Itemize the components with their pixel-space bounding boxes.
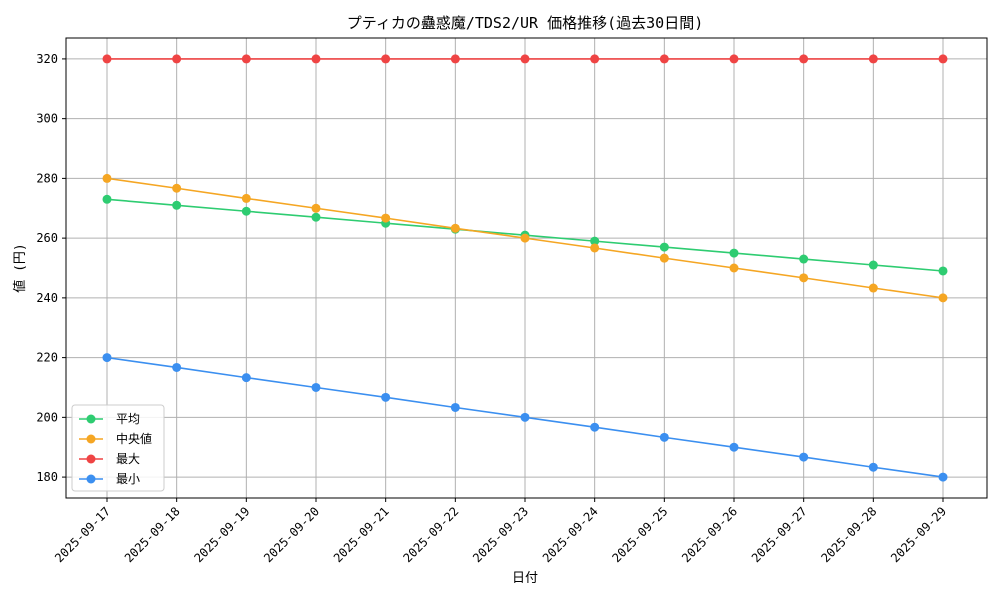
data-point	[938, 266, 948, 276]
data-point	[938, 472, 948, 482]
data-point	[241, 54, 251, 64]
data-point	[450, 402, 460, 412]
data-point	[381, 54, 391, 64]
legend-label: 平均	[116, 412, 140, 426]
data-point	[381, 213, 391, 223]
data-point	[868, 462, 878, 472]
data-point	[102, 173, 112, 183]
series-1	[102, 173, 948, 303]
data-point	[311, 212, 321, 222]
data-point	[172, 200, 182, 210]
plot-frame	[65, 37, 988, 499]
data-point	[729, 248, 739, 258]
x-tick-label: 2025-09-26	[679, 504, 740, 565]
y-tick-label: 220	[36, 351, 58, 365]
x-tick-label: 2025-09-24	[540, 504, 601, 565]
y-tick-label: 300	[36, 112, 58, 126]
y-axis-label: 値 (円)	[12, 243, 28, 292]
x-tick-label: 2025-09-27	[749, 504, 810, 565]
data-point	[938, 54, 948, 64]
data-point	[868, 54, 878, 64]
x-tick-label: 2025-09-21	[331, 504, 392, 565]
x-tick-label: 2025-09-28	[818, 504, 879, 565]
series-2	[102, 54, 948, 64]
x-tick-label: 2025-09-29	[888, 504, 949, 565]
x-tick-label: 2025-09-19	[191, 504, 252, 565]
x-axis-label: 日付	[512, 571, 538, 586]
y-axis: 180 200 220 240 260 280 300 320	[36, 52, 66, 484]
x-tick-label: 2025-09-23	[470, 504, 531, 565]
data-point	[659, 253, 669, 263]
data-point	[520, 233, 530, 243]
data-point	[590, 236, 600, 246]
x-axis: 2025-09-17 2025-09-18 2025-09-19 2025-09-20…	[52, 498, 949, 565]
data-point	[450, 223, 460, 233]
data-point	[102, 353, 112, 363]
data-point	[172, 54, 182, 64]
data-point	[520, 412, 530, 422]
data-point	[799, 54, 809, 64]
grid	[66, 38, 987, 498]
x-tick-label: 2025-09-22	[400, 504, 461, 565]
data-point	[659, 242, 669, 252]
data-point	[102, 54, 112, 64]
y-tick-label: 240	[36, 291, 58, 305]
y-tick-label: 200	[36, 410, 58, 424]
data-point	[172, 362, 182, 372]
legend-marker	[86, 434, 96, 444]
y-tick-label: 280	[36, 171, 58, 185]
data-point	[311, 54, 321, 64]
data-point	[241, 373, 251, 383]
data-point	[590, 243, 600, 253]
data-point	[868, 283, 878, 293]
x-tick-label: 2025-09-17	[52, 504, 113, 565]
data-point	[799, 273, 809, 283]
data-point	[241, 206, 251, 216]
data-point	[938, 293, 948, 303]
data-point	[450, 54, 460, 64]
data-point	[799, 254, 809, 264]
data-point	[729, 263, 739, 273]
data-point	[729, 54, 739, 64]
legend-label: 最小	[116, 472, 140, 486]
data-point	[799, 452, 809, 462]
data-point	[241, 193, 251, 203]
x-tick-label: 2025-09-25	[609, 504, 670, 565]
data-point	[520, 54, 530, 64]
y-tick-label: 260	[36, 231, 58, 245]
x-tick-label: 2025-09-20	[261, 504, 322, 565]
data-point	[590, 422, 600, 432]
data-point	[311, 203, 321, 213]
legend-marker	[86, 414, 96, 424]
data-point	[590, 54, 600, 64]
data-point	[381, 392, 391, 402]
data-point	[868, 260, 878, 270]
legend-label: 最大	[116, 452, 140, 466]
data-point	[311, 382, 321, 392]
data-point	[659, 432, 669, 442]
data-point	[729, 442, 739, 452]
legend-box	[71, 404, 165, 492]
legend-marker	[86, 474, 96, 484]
chart-title: プティカの蠱惑魔/TDS2/UR 価格推移(過去30日間)	[347, 14, 704, 32]
x-tick-label: 2025-09-18	[122, 504, 183, 565]
series-layer	[102, 54, 948, 482]
series-3	[102, 353, 948, 482]
legend-marker	[86, 454, 96, 464]
y-tick-label: 180	[36, 470, 58, 484]
data-point	[172, 183, 182, 193]
data-point	[659, 54, 669, 64]
legend-label: 中央値	[116, 431, 152, 446]
data-point	[102, 194, 112, 204]
y-tick-label: 320	[36, 52, 58, 66]
